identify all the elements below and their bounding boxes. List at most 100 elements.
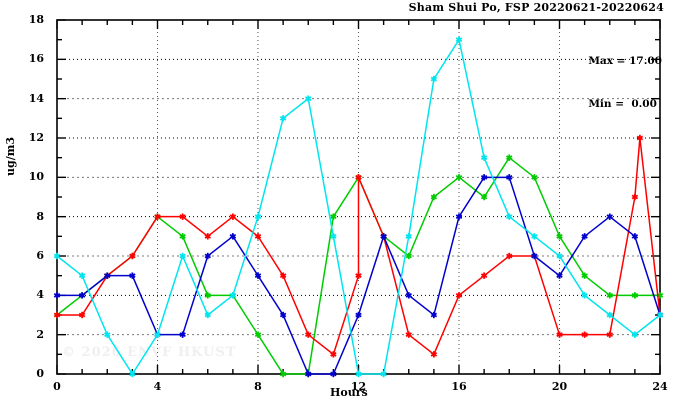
data-point-marker [506, 154, 513, 161]
data-point-marker [556, 331, 563, 338]
data-point-marker [204, 252, 211, 260]
data-point-marker [430, 193, 438, 201]
data-point-marker [305, 370, 312, 378]
data-point-marker [330, 233, 337, 240]
series-line [57, 137, 661, 356]
data-point-marker [53, 292, 61, 299]
data-point-marker [581, 233, 588, 240]
data-point-marker [480, 272, 488, 279]
data-point-marker [531, 252, 538, 260]
y-tick-label: 16 [28, 52, 44, 66]
data-point-marker [330, 351, 337, 358]
data-point-marker [305, 95, 312, 102]
data-point-marker [229, 233, 237, 240]
data-point-marker [606, 213, 613, 220]
chart-title: Sham Shui Po, FSP 20220621-20220624 [408, 1, 664, 14]
data-point-marker [531, 233, 538, 240]
data-point-marker [179, 213, 186, 220]
data-point-marker [355, 272, 362, 279]
data-point-marker [229, 292, 237, 299]
data-point-marker [556, 272, 563, 279]
data-point-marker [154, 213, 161, 220]
data-point-marker [78, 311, 86, 319]
data-point-marker [129, 370, 136, 378]
data-point-marker [606, 311, 613, 319]
data-point-marker [455, 292, 463, 299]
data-point-marker [556, 252, 563, 260]
data-point-marker [556, 233, 563, 240]
y-tick-label: 0 [36, 367, 44, 380]
data-point-marker [355, 311, 362, 319]
data-point-marker [480, 174, 488, 181]
data-point-marker [455, 36, 463, 43]
data-point-marker [531, 174, 538, 181]
x-tick-label: 0 [53, 380, 61, 393]
data-point-marker [430, 351, 438, 358]
data-point-marker [330, 370, 337, 378]
x-tick-label: 8 [254, 380, 262, 393]
data-point-marker [355, 174, 362, 181]
data-point-marker [179, 331, 186, 338]
data-point-marker [330, 213, 337, 220]
data-point-marker [455, 174, 463, 181]
data-point-marker [78, 272, 86, 279]
data-point-marker [254, 331, 262, 338]
data-series-group [53, 36, 664, 378]
data-point-marker [104, 272, 111, 279]
data-point-marker [405, 331, 412, 338]
y-tick-label: 14 [28, 91, 44, 105]
data-point-marker [631, 331, 639, 338]
data-point-marker [455, 213, 463, 220]
data-point-marker [506, 174, 513, 181]
y-tick-label: 10 [28, 170, 44, 184]
data-point-marker [254, 213, 262, 220]
data-point-marker [581, 331, 588, 338]
data-point-marker [656, 311, 664, 319]
data-point-marker [480, 193, 488, 201]
data-point-marker [380, 233, 387, 240]
data-point-marker [78, 292, 86, 299]
data-point-marker [204, 311, 211, 319]
x-tick-label: 20 [551, 380, 568, 393]
data-point-marker [631, 233, 639, 240]
data-point-marker [506, 252, 513, 260]
data-point-marker [606, 331, 613, 338]
x-tick-label: 24 [652, 380, 668, 393]
data-point-marker [129, 252, 136, 260]
data-point-marker [380, 370, 387, 378]
data-point-marker [204, 292, 211, 299]
data-point-marker [179, 233, 186, 240]
y-tick-label: 6 [36, 249, 44, 262]
series-cyan [53, 36, 664, 378]
data-point-marker [53, 311, 61, 319]
watermark-text: © 2026 ENVF HKUST [62, 345, 237, 360]
data-point-marker [430, 311, 438, 319]
data-point-marker [405, 252, 412, 260]
data-point-marker [631, 292, 639, 299]
data-point-marker [254, 233, 262, 240]
data-point-marker [129, 272, 136, 279]
data-point-marker [279, 370, 287, 378]
data-point-marker [204, 233, 211, 240]
data-point-marker [104, 331, 111, 338]
data-point-marker [581, 272, 588, 279]
data-point-marker [606, 292, 613, 299]
data-point-marker [279, 272, 287, 279]
y-tick-label: 4 [36, 288, 44, 302]
data-point-marker [631, 193, 639, 201]
x-tick-label: 4 [153, 380, 162, 393]
y-tick-label: 2 [36, 327, 44, 341]
data-point-marker [254, 272, 262, 279]
data-point-marker [279, 311, 287, 319]
data-point-marker [405, 233, 412, 240]
data-point-marker [154, 331, 161, 338]
data-point-marker [405, 292, 412, 299]
min-value-label: Min = 0.00 [588, 97, 657, 110]
data-point-marker [480, 154, 488, 161]
y-tick-label: 8 [36, 209, 44, 223]
data-point-marker [581, 292, 588, 299]
data-point-marker [506, 213, 513, 220]
data-point-marker [355, 370, 362, 378]
